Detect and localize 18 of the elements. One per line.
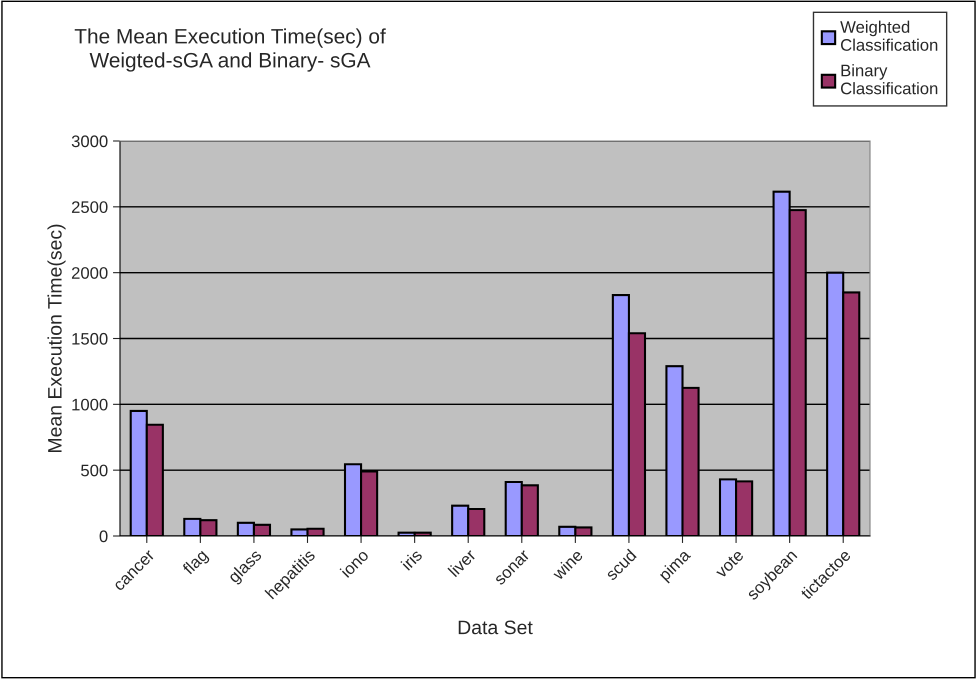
x-tick-label: wine — [551, 548, 584, 581]
x-tick-label: iris — [400, 548, 423, 571]
y-tick-label: 2500 — [72, 201, 108, 214]
y-tick-label: 1500 — [72, 332, 108, 345]
y-tick-label: 1000 — [72, 398, 108, 411]
y-tick-label: 500 — [81, 464, 108, 476]
y-tick-label: 0 — [100, 530, 108, 542]
legend-label: Weighted Classification — [840, 20, 938, 51]
legend-label: Binary Classification — [840, 64, 938, 94]
x-tick-label: iono — [340, 548, 370, 578]
y-tick-label: 2000 — [72, 267, 108, 279]
x-axis-title: Data Set — [458, 620, 533, 634]
x-tick-label: liver — [447, 548, 477, 578]
y-tick-label: 3000 — [72, 135, 108, 148]
x-tick-label: flag — [182, 548, 211, 578]
y-axis-title: Mean Execution Time(sec) — [47, 224, 66, 452]
chart-title: The Mean Execution Time(sec) of Weigted-sGA and Binary- sGA — [74, 28, 386, 72]
x-tick-label: vote — [714, 549, 744, 579]
